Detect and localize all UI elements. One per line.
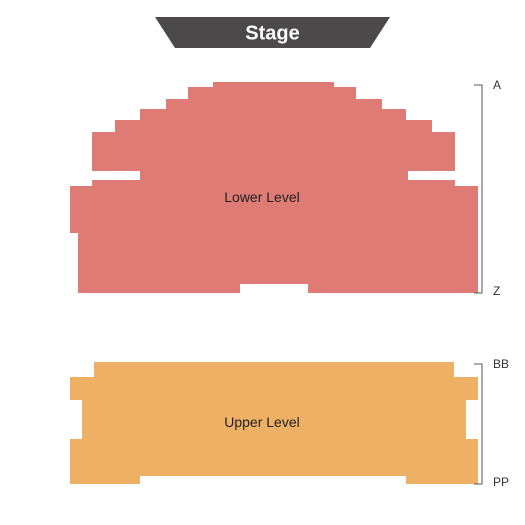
lower-level-row-marker: Z [493,284,500,298]
upper-level: Upper Level BB PP [70,357,509,489]
lower-level-row-marker: A [493,78,501,92]
seating-svg: Stage Lower Level A Z Upper Level BB PP [0,0,525,525]
lower-level-label: Lower Level [224,189,300,205]
lower-level: Lower Level A Z [70,78,501,298]
upper-level-row-marker: BB [493,357,509,371]
upper-level-label: Upper Level [224,414,300,430]
stage-label: Stage [245,23,299,45]
upper-level-row-marker: PP [493,475,509,489]
seating-chart: Stage Lower Level A Z Upper Level BB PP [0,0,525,525]
lower-level-shape[interactable] [70,82,478,293]
